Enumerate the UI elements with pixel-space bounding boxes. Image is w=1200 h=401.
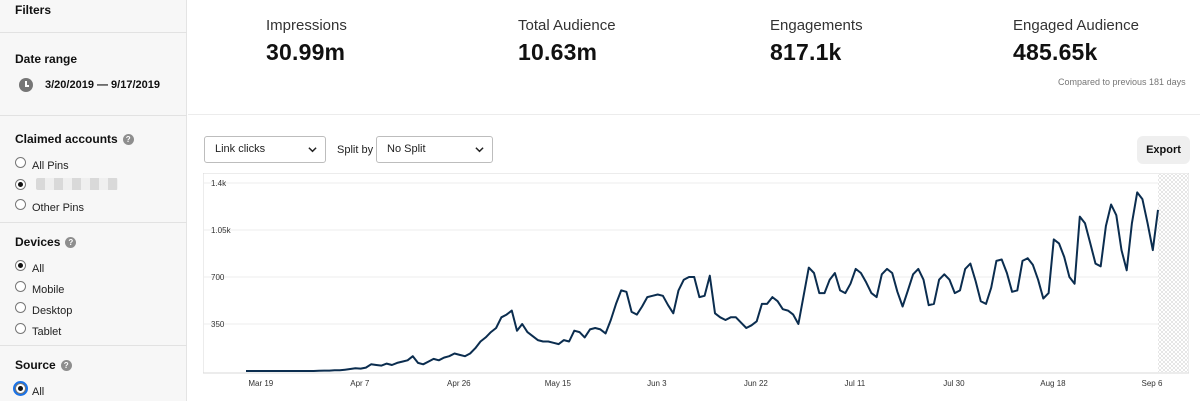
- sidebar-divider: [0, 32, 187, 33]
- clock-icon: [19, 78, 33, 92]
- source-title: Source?: [15, 358, 72, 372]
- export-button[interactable]: Export: [1137, 136, 1190, 164]
- x-tick-label: Apr 26: [447, 379, 471, 388]
- claimed-option-account[interactable]: [15, 177, 118, 191]
- split-select-value: No Split: [387, 143, 426, 155]
- radio-icon[interactable]: [15, 382, 26, 394]
- metric-value: 817.1k: [770, 39, 842, 65]
- split-by-label: Split by: [337, 144, 374, 156]
- metric-select[interactable]: Link clicks: [204, 136, 326, 163]
- grid-lines: [203, 182, 1158, 325]
- claimed-option-all-pins[interactable]: All Pins: [15, 155, 69, 172]
- device-option-mobile[interactable]: Mobile: [15, 279, 65, 296]
- device-option-all[interactable]: All: [15, 258, 45, 275]
- y-tick-label: 1.05k: [211, 226, 232, 235]
- metric-value: 10.63m: [518, 39, 598, 65]
- metric-label: Impressions: [266, 17, 347, 34]
- y-tick-label: 350: [211, 320, 225, 329]
- devices-label: Devices: [15, 235, 61, 249]
- device-option-tablet[interactable]: Tablet: [15, 321, 62, 338]
- source-option-all[interactable]: All: [15, 381, 45, 398]
- radio-icon[interactable]: [15, 322, 26, 334]
- compare-note: Compared to previous 181 days: [1058, 77, 1186, 87]
- metric-engaged-audience: Engaged Audience 485.65k: [1013, 17, 1139, 66]
- x-tick-label: Jun 22: [744, 379, 769, 388]
- help-icon[interactable]: ?: [122, 134, 134, 145]
- radio-icon[interactable]: [15, 301, 26, 313]
- metrics-divider: [188, 114, 1200, 115]
- option-label: Mobile: [32, 284, 65, 296]
- x-tick-label: Jul 11: [845, 379, 866, 388]
- metric-value: 485.65k: [1013, 39, 1098, 65]
- date-range-title: Date range: [15, 52, 78, 66]
- chevron-down-icon: [308, 147, 317, 153]
- claimed-option-other-pins[interactable]: Other Pins: [15, 197, 84, 214]
- x-tick-label: Jun 3: [647, 379, 667, 388]
- redacted-account-name: [36, 178, 118, 190]
- link-clicks-chart: 1.4k 1.05k 700 350 Mar 19 Apr 7 Apr 26 May 15 J…: [203, 173, 1189, 388]
- claimed-accounts-title: Claimed accounts?: [15, 132, 134, 146]
- option-label: All: [32, 386, 45, 398]
- split-select[interactable]: No Split: [376, 136, 493, 163]
- metric-select-value: Link clicks: [215, 143, 266, 155]
- source-label: Source: [15, 358, 56, 372]
- radio-icon[interactable]: [15, 280, 26, 292]
- metric-engagements: Engagements 817.1k: [770, 17, 863, 66]
- radio-icon[interactable]: [15, 178, 26, 190]
- option-label: All: [32, 263, 45, 275]
- radio-icon[interactable]: [15, 259, 26, 271]
- help-icon[interactable]: ?: [65, 237, 77, 248]
- metric-label: Engagements: [770, 17, 863, 34]
- sidebar-divider: [0, 115, 187, 116]
- date-range-picker[interactable]: 3/20/2019 — 9/17/2019: [15, 73, 160, 97]
- metric-total-audience: Total Audience 10.63m: [518, 17, 616, 66]
- x-tick-label: Jul 30: [943, 379, 965, 388]
- device-option-desktop[interactable]: Desktop: [15, 300, 73, 317]
- y-tick-label: 1.4k: [211, 179, 227, 188]
- metric-value: 30.99m: [266, 39, 346, 65]
- radio-icon[interactable]: [15, 198, 26, 210]
- y-axis: 1.4k 1.05k 700 350: [211, 179, 232, 329]
- help-icon[interactable]: ?: [60, 360, 72, 371]
- option-label: Tablet: [32, 326, 62, 338]
- radio-icon[interactable]: [15, 156, 26, 168]
- metric-label: Total Audience: [518, 17, 616, 34]
- devices-title: Devices?: [15, 235, 77, 249]
- filters-sidebar: Filters Date range 3/20/2019 — 9/17/2019…: [0, 0, 187, 401]
- x-tick-label: Sep 6: [1141, 379, 1162, 388]
- sidebar-divider: [0, 345, 187, 346]
- option-label: All Pins: [32, 160, 69, 172]
- metric-label: Engaged Audience: [1013, 17, 1139, 34]
- x-tick-label: Apr 7: [350, 379, 370, 388]
- sidebar-divider: [0, 222, 187, 223]
- y-tick-label: 700: [211, 273, 225, 282]
- x-tick-label: Mar 19: [248, 379, 273, 388]
- claimed-accounts-label: Claimed accounts: [15, 132, 118, 146]
- option-label: Other Pins: [32, 202, 84, 214]
- filters-title: Filters: [15, 3, 52, 17]
- series-line-link-clicks: [246, 191, 1159, 372]
- plot-area: [203, 173, 1189, 374]
- incomplete-data-region: [1158, 174, 1188, 372]
- date-range-value: 3/20/2019 — 9/17/2019: [45, 79, 160, 91]
- option-label: Desktop: [32, 305, 73, 317]
- metric-impressions: Impressions 30.99m: [266, 17, 347, 66]
- x-tick-label: May 15: [545, 379, 572, 388]
- x-axis: Mar 19 Apr 7 Apr 26 May 15 Jun 3 Jun 22 Jul 11…: [248, 379, 1163, 388]
- chevron-down-icon: [475, 147, 484, 153]
- x-tick-label: Aug 18: [1040, 379, 1066, 388]
